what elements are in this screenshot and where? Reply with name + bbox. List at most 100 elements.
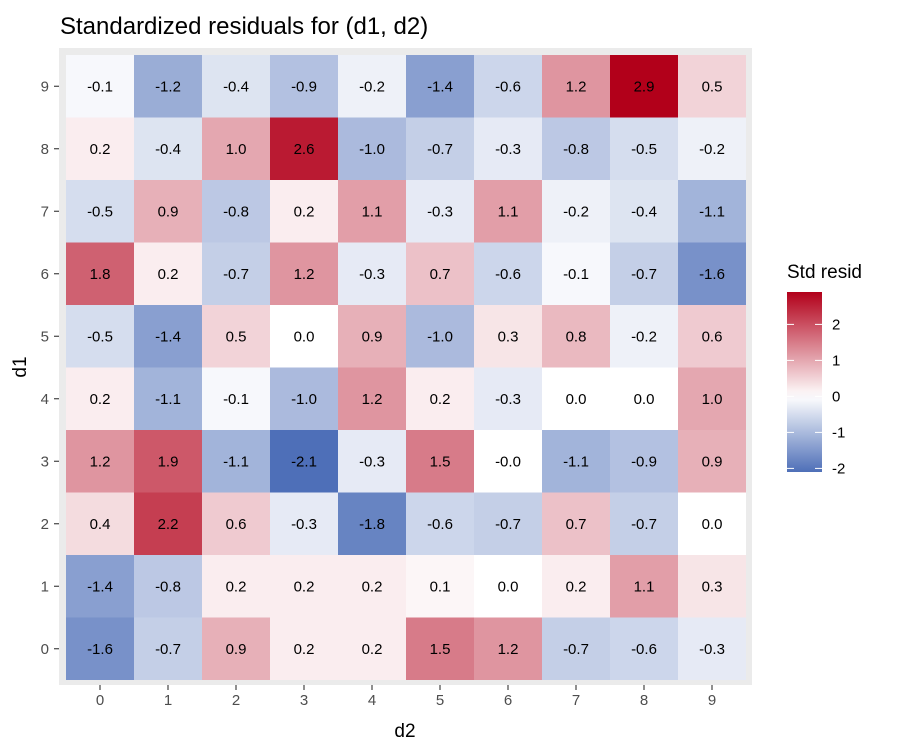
y-tick-label: 8 [41, 141, 49, 158]
cell-value-label: -1.1 [699, 203, 725, 220]
cell-value-label: -0.7 [631, 266, 657, 283]
cell-value-label: 1.2 [294, 266, 315, 283]
heatmap-cell [474, 55, 542, 118]
x-tick-label: 5 [436, 692, 444, 709]
heatmap-cell [610, 55, 678, 118]
heatmap-cell [542, 430, 610, 493]
heatmap-cell [474, 305, 542, 368]
chart-title: Standardized residuals for (d1, d2) [60, 13, 428, 40]
legend-tick-label: 1 [832, 352, 840, 369]
cell-value-label: -0.0 [495, 453, 521, 470]
cell-value-label: -0.7 [631, 516, 657, 533]
cell-value-label: -0.6 [631, 641, 657, 658]
heatmap-cell [202, 180, 270, 243]
heatmap-cell [134, 180, 202, 243]
cell-value-label: -0.2 [563, 203, 589, 220]
heatmap-cell [66, 55, 134, 118]
y-tick-label: 7 [41, 203, 49, 220]
cell-value-label: 0.7 [566, 516, 587, 533]
cell-value-label: -1.1 [563, 453, 589, 470]
heatmap-cell [406, 492, 474, 555]
heatmap-cell [270, 305, 338, 368]
heatmap-cell [66, 180, 134, 243]
heatmap-cell [406, 55, 474, 118]
heatmap-cell [338, 617, 406, 680]
cell-value-label: 0.0 [634, 391, 655, 408]
cell-value-label: 0.5 [226, 328, 247, 345]
cell-value-label: -0.3 [495, 391, 521, 408]
x-tick-label: 3 [300, 692, 308, 709]
cell-value-label: 1.5 [430, 641, 451, 658]
heatmap-cell [202, 305, 270, 368]
heatmap-cell [66, 555, 134, 618]
cell-value-label: -0.6 [495, 266, 521, 283]
cell-value-label: -1.4 [155, 328, 181, 345]
heatmap-cell [270, 555, 338, 618]
cell-value-label: -0.5 [631, 141, 657, 158]
heatmap-cell [474, 242, 542, 305]
cell-value-label: 0.6 [226, 516, 247, 533]
cell-value-label: 1.0 [702, 391, 723, 408]
cell-value-label: -0.3 [699, 641, 725, 658]
heatmap-cell [338, 555, 406, 618]
heatmap-cell [678, 117, 746, 180]
y-tick-label: 6 [41, 266, 49, 283]
y-axis-title: d1 [10, 356, 31, 377]
cell-value-label: -0.8 [563, 141, 589, 158]
heatmap-cell [406, 117, 474, 180]
cell-value-label: 0.2 [362, 641, 383, 658]
cell-value-label: -0.2 [631, 328, 657, 345]
heatmap-cell [678, 305, 746, 368]
x-tick-label: 7 [572, 692, 580, 709]
cell-value-label: 1.2 [498, 641, 519, 658]
heatmap-cell [66, 617, 134, 680]
cell-value-label: -0.3 [427, 203, 453, 220]
heatmap-cell [134, 555, 202, 618]
y-tick-label: 2 [41, 516, 49, 533]
x-tick-label: 6 [504, 692, 512, 709]
cell-value-label: 0.9 [158, 203, 179, 220]
heatmap-cell [134, 617, 202, 680]
cell-value-label: -0.8 [223, 203, 249, 220]
cell-value-label: 0.9 [702, 453, 723, 470]
cell-value-label: 0.0 [498, 578, 519, 595]
heatmap-cell [406, 180, 474, 243]
cell-value-label: 0.3 [702, 578, 723, 595]
heatmap-cell [202, 242, 270, 305]
cell-value-label: -0.9 [291, 78, 317, 95]
cell-value-label: -0.2 [359, 78, 385, 95]
heatmap-cell [338, 430, 406, 493]
cell-value-label: 0.6 [702, 328, 723, 345]
cell-value-label: 0.1 [430, 578, 451, 595]
legend-colorbar [787, 292, 822, 472]
heatmap-cell [610, 180, 678, 243]
x-axis-title: d2 [394, 721, 415, 742]
cell-value-label: 1.1 [362, 203, 383, 220]
heatmap-cell [270, 242, 338, 305]
heatmap-cell [610, 305, 678, 368]
heatmap-cell [338, 305, 406, 368]
cell-value-label: 1.2 [362, 391, 383, 408]
heatmap-cell [270, 430, 338, 493]
legend-tick-label: -1 [832, 424, 845, 441]
cell-value-label: -1.1 [155, 391, 181, 408]
legend-ticks: 2 1 0 -1 -2 [787, 316, 845, 477]
heatmap-cell [270, 55, 338, 118]
heatmap-cell [134, 55, 202, 118]
y-tick-label: 0 [41, 641, 49, 658]
cell-value-label: -1.8 [359, 516, 385, 533]
heatmap-cell [474, 117, 542, 180]
cell-value-label: -0.6 [495, 78, 521, 95]
cell-value-label: 0.7 [430, 266, 451, 283]
heatmap-cell [270, 617, 338, 680]
heatmap-cell [202, 367, 270, 430]
heatmap-cell [270, 367, 338, 430]
heatmap-cell [338, 492, 406, 555]
heatmap-cell [66, 367, 134, 430]
y-tick-label: 9 [41, 78, 49, 95]
cell-value-label: 1.0 [226, 141, 247, 158]
cell-value-label: -0.7 [155, 641, 181, 658]
cell-value-label: -0.1 [87, 78, 113, 95]
heatmap-cell [678, 367, 746, 430]
cell-value-label: 1.2 [90, 453, 111, 470]
